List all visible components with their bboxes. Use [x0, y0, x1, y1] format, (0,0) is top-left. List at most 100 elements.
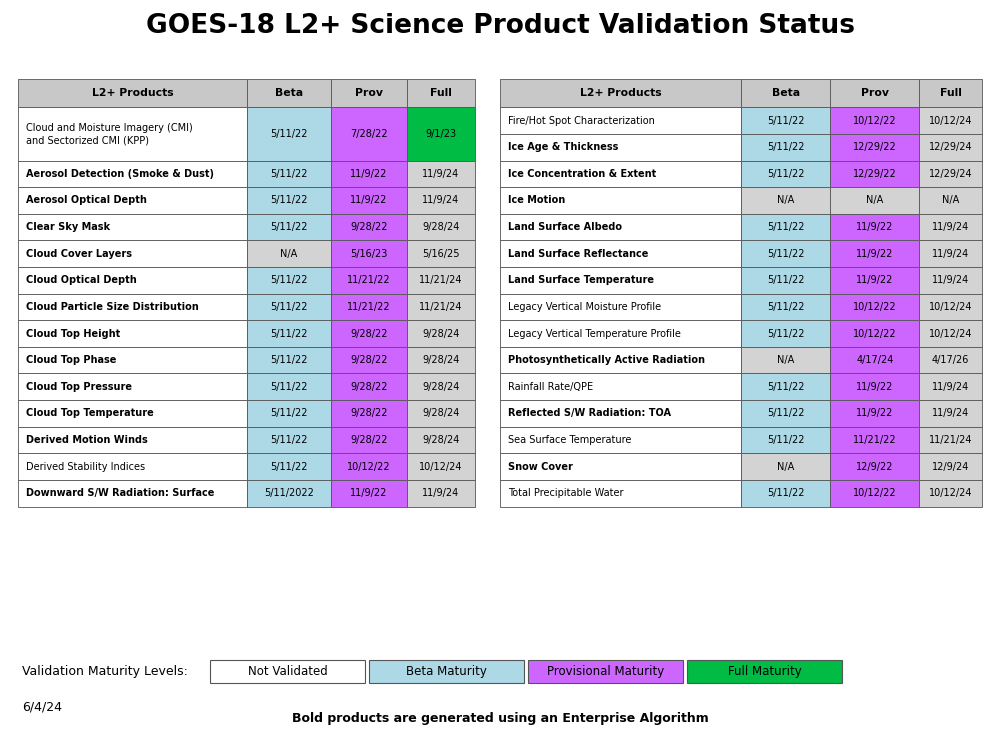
Text: Prov: Prov [355, 88, 383, 98]
Text: Fire/Hot Spot Characterization: Fire/Hot Spot Characterization [508, 116, 655, 125]
Bar [741, 107, 830, 134]
Bar [407, 320, 475, 346]
Text: 5/11/22: 5/11/22 [270, 196, 308, 206]
Text: N/A: N/A [777, 462, 794, 472]
Bar [919, 107, 982, 134]
Text: 10/12/22: 10/12/22 [853, 488, 897, 498]
Bar [407, 187, 475, 214]
Text: 12/29/22: 12/29/22 [853, 142, 897, 152]
Text: 9/28/22: 9/28/22 [350, 435, 388, 445]
Bar [919, 214, 982, 240]
Bar [247, 79, 331, 107]
Bar [18, 267, 247, 293]
Bar [500, 293, 741, 320]
Text: 11/9/24: 11/9/24 [932, 275, 969, 285]
Bar [741, 453, 830, 480]
Bar [830, 346, 919, 374]
Text: 5/11/22: 5/11/22 [270, 328, 308, 338]
Bar [741, 320, 830, 346]
Bar [18, 240, 247, 267]
Bar [500, 453, 741, 480]
Bar [210, 660, 365, 682]
Bar [830, 214, 919, 240]
Bar [247, 427, 331, 453]
Text: 5/11/22: 5/11/22 [270, 169, 308, 178]
Bar [18, 453, 247, 480]
Bar [407, 374, 475, 400]
Text: 11/21/24: 11/21/24 [419, 302, 463, 312]
Text: 9/28/22: 9/28/22 [350, 382, 388, 392]
Text: 11/9/24: 11/9/24 [422, 169, 460, 178]
Bar [919, 427, 982, 453]
Bar [741, 240, 830, 267]
Bar [500, 187, 741, 214]
Bar [830, 240, 919, 267]
Text: Bold products are generated using an Enterprise Algorithm: Bold products are generated using an Ent… [292, 712, 708, 725]
Text: 9/28/24: 9/28/24 [422, 328, 460, 338]
Bar [247, 160, 331, 188]
Text: 11/9/24: 11/9/24 [932, 222, 969, 232]
Bar [247, 346, 331, 374]
Bar [741, 214, 830, 240]
Bar [919, 480, 982, 506]
Text: Legacy Vertical Temperature Profile: Legacy Vertical Temperature Profile [508, 328, 681, 338]
Bar [500, 134, 741, 160]
Text: 10/12/24: 10/12/24 [929, 328, 972, 338]
Text: Not Validated: Not Validated [248, 664, 327, 678]
Text: Ice Motion: Ice Motion [508, 196, 566, 206]
Text: 5/11/22: 5/11/22 [767, 328, 804, 338]
Bar [407, 267, 475, 293]
Bar [407, 427, 475, 453]
Text: 10/12/22: 10/12/22 [853, 302, 897, 312]
Text: Cloud and Moisture Imagery (CMI)
and Sectorized CMI (KPP): Cloud and Moisture Imagery (CMI) and Sec… [26, 123, 193, 145]
Text: 12/29/22: 12/29/22 [853, 169, 897, 178]
Bar [830, 107, 919, 134]
Text: 9/28/22: 9/28/22 [350, 356, 388, 365]
Bar [331, 400, 407, 427]
Bar [331, 293, 407, 320]
Text: 9/28/22: 9/28/22 [350, 409, 388, 419]
Bar [247, 187, 331, 214]
Bar [500, 79, 741, 107]
Text: 11/21/22: 11/21/22 [347, 302, 391, 312]
Bar [331, 187, 407, 214]
Text: 9/28/24: 9/28/24 [422, 356, 460, 365]
Text: 5/11/22: 5/11/22 [270, 275, 308, 285]
Text: Reflected S/W Radiation: TOA: Reflected S/W Radiation: TOA [508, 409, 671, 419]
Bar [500, 374, 741, 400]
Text: 12/29/24: 12/29/24 [929, 142, 973, 152]
Text: 5/11/22: 5/11/22 [767, 169, 804, 178]
Text: 10/12/24: 10/12/24 [419, 462, 463, 472]
Text: 5/11/2022: 5/11/2022 [264, 488, 314, 498]
Text: 5/11/22: 5/11/22 [767, 222, 804, 232]
Bar [500, 214, 741, 240]
Bar [830, 480, 919, 506]
Text: L2+ Products: L2+ Products [580, 88, 662, 98]
Text: 5/11/22: 5/11/22 [270, 222, 308, 232]
Bar [18, 374, 247, 400]
Bar [830, 134, 919, 160]
Bar [830, 400, 919, 427]
Bar [919, 187, 982, 214]
Text: 11/21/22: 11/21/22 [347, 275, 391, 285]
Text: 10/12/22: 10/12/22 [853, 116, 897, 125]
Text: 5/11/22: 5/11/22 [767, 275, 804, 285]
Bar [247, 320, 331, 346]
Text: 9/28/24: 9/28/24 [422, 435, 460, 445]
Text: 11/9/22: 11/9/22 [350, 488, 388, 498]
Text: 10/12/22: 10/12/22 [853, 328, 897, 338]
Text: Snow Cover: Snow Cover [508, 462, 573, 472]
Bar [919, 160, 982, 188]
Text: Cloud Top Temperature: Cloud Top Temperature [26, 409, 154, 419]
Bar [18, 214, 247, 240]
Text: 9/28/24: 9/28/24 [422, 382, 460, 392]
Text: 5/11/22: 5/11/22 [767, 302, 804, 312]
Bar [741, 187, 830, 214]
Bar [741, 160, 830, 188]
Bar [407, 346, 475, 374]
Bar [247, 480, 331, 506]
Text: Cloud Top Phase: Cloud Top Phase [26, 356, 116, 365]
Bar [830, 320, 919, 346]
Text: 5/11/22: 5/11/22 [767, 249, 804, 259]
Bar [500, 427, 741, 453]
